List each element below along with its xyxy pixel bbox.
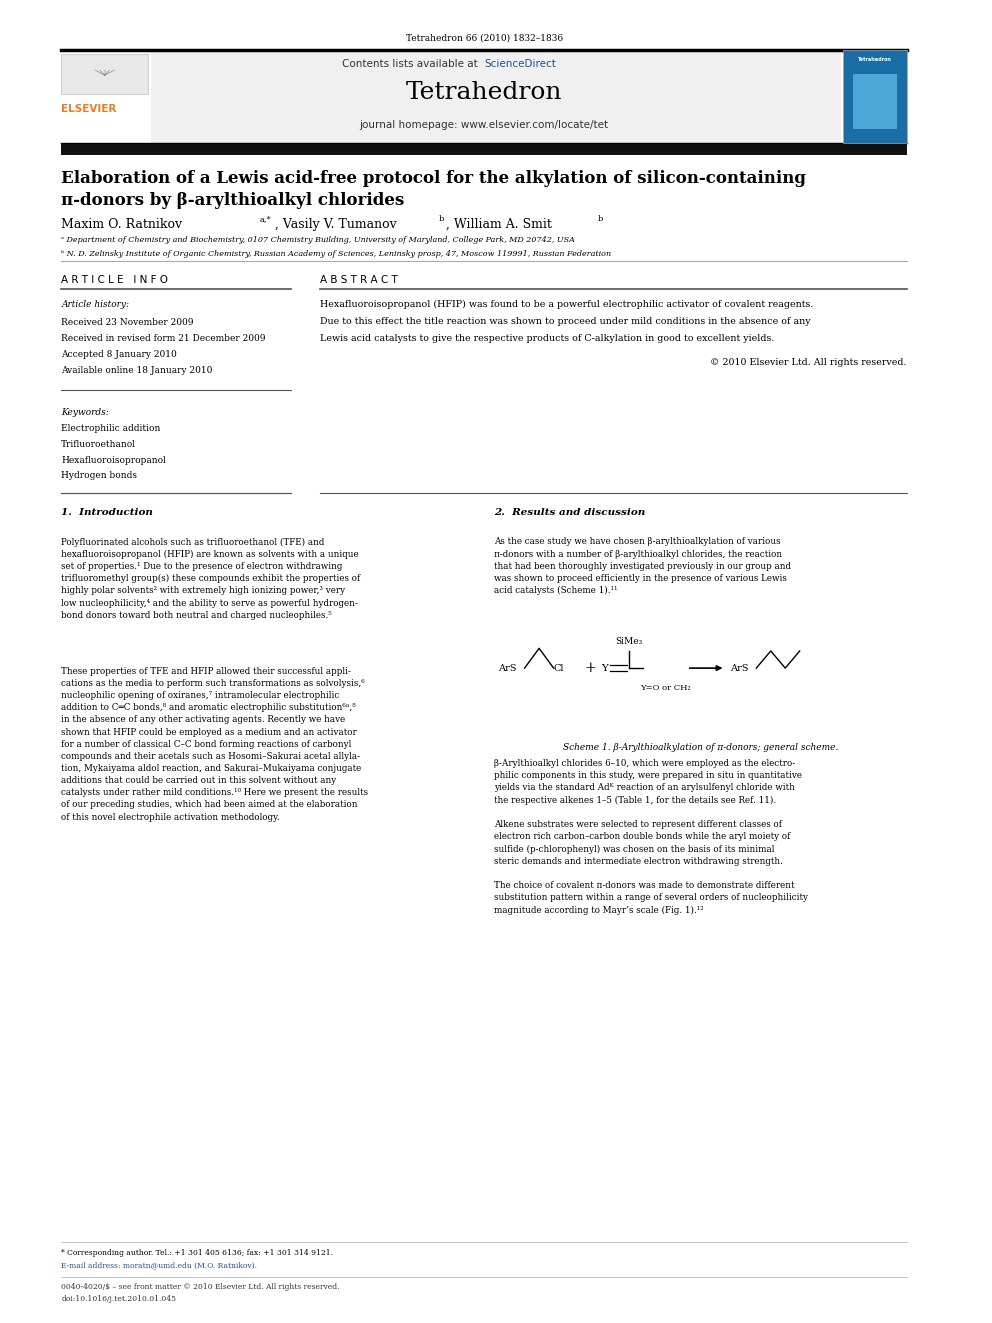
Bar [62, 144, 907, 155]
FancyBboxPatch shape [62, 54, 148, 94]
Text: Hydrogen bonds: Hydrogen bonds [62, 471, 137, 480]
Text: Y=O or CH₂: Y=O or CH₂ [641, 684, 691, 692]
Text: +: + [584, 662, 596, 675]
Text: doi:10.1016/j.tet.2010.01.045: doi:10.1016/j.tet.2010.01.045 [62, 1295, 177, 1303]
Text: Available online 18 January 2010: Available online 18 January 2010 [62, 365, 212, 374]
Text: ScienceDirect: ScienceDirect [484, 60, 556, 70]
Text: Due to this effect the title reaction was shown to proceed under mild conditions: Due to this effect the title reaction wa… [320, 318, 810, 325]
Text: Hexafluoroisopropanol (HFIP) was found to be a powerful electrophilic activator : Hexafluoroisopropanol (HFIP) was found t… [320, 300, 813, 308]
Text: Cl: Cl [554, 664, 564, 672]
FancyBboxPatch shape [853, 74, 897, 130]
Text: Keywords:: Keywords: [62, 407, 109, 417]
Text: Trifluoroethanol: Trifluoroethanol [62, 439, 136, 448]
Text: A R T I C L E   I N F O: A R T I C L E I N F O [62, 275, 169, 284]
Text: Polyfluorinated alcohols such as trifluoroethanol (TFE) and
hexafluoroisopropano: Polyfluorinated alcohols such as trifluo… [62, 537, 360, 619]
Text: Received in revised form 21 December 2009: Received in revised form 21 December 200… [62, 335, 266, 343]
Text: Y: Y [601, 664, 608, 672]
Text: a,*: a,* [260, 216, 272, 224]
Text: , William A. Smit: , William A. Smit [446, 218, 553, 232]
Text: Maxim O. Ratnikov: Maxim O. Ratnikov [62, 218, 183, 232]
Text: 1.  Introduction: 1. Introduction [62, 508, 153, 517]
Text: Tetrahedron 66 (2010) 1832–1836: Tetrahedron 66 (2010) 1832–1836 [406, 33, 562, 42]
Text: ᵃ Department of Chemistry and Biochemistry, 0107 Chemistry Building, University : ᵃ Department of Chemistry and Biochemist… [62, 237, 575, 245]
Text: Electrophilic addition: Electrophilic addition [62, 423, 161, 433]
Text: Received 23 November 2009: Received 23 November 2009 [62, 319, 193, 327]
Text: E-mail address: moratn@umd.edu (M.O. Ratnikov).: E-mail address: moratn@umd.edu (M.O. Rat… [62, 1261, 257, 1269]
Text: Article history:: Article history: [62, 300, 129, 308]
Text: * Corresponding author. Tel.: +1 301 405 6136; fax: +1 301 314 9121.: * Corresponding author. Tel.: +1 301 405… [62, 1249, 333, 1257]
Text: , Vasily V. Tumanov: , Vasily V. Tumanov [275, 218, 397, 232]
Text: b: b [598, 216, 603, 224]
Text: Tetrahedron: Tetrahedron [406, 81, 562, 103]
Text: Scheme 1. β-Arylthioalkylation of π-donors; general scheme.: Scheme 1. β-Arylthioalkylation of π-dono… [562, 744, 838, 753]
Text: Hexafluoroisopropanol: Hexafluoroisopropanol [62, 455, 166, 464]
Text: 0040-4020/$ – see front matter © 2010 Elsevier Ltd. All rights reserved.: 0040-4020/$ – see front matter © 2010 El… [62, 1283, 339, 1291]
Text: ArS: ArS [499, 664, 517, 672]
FancyBboxPatch shape [843, 50, 907, 143]
Text: As the case study we have chosen β-arylthioalkylation of various
π-donors with a: As the case study we have chosen β-arylt… [494, 537, 791, 595]
FancyBboxPatch shape [151, 50, 841, 143]
Text: journal homepage: www.elsevier.com/locate/tet: journal homepage: www.elsevier.com/locat… [359, 120, 609, 130]
Text: 2.  Results and discussion: 2. Results and discussion [494, 508, 645, 517]
Text: Lewis acid catalysts to give the respective products of C-alkylation in good to : Lewis acid catalysts to give the respect… [320, 335, 775, 343]
Text: Accepted 8 January 2010: Accepted 8 January 2010 [62, 349, 177, 359]
Text: π-donors by β-arylthioalkyl chlorides: π-donors by β-arylthioalkyl chlorides [62, 192, 405, 209]
Text: Contents lists available at: Contents lists available at [342, 60, 481, 70]
Text: © 2010 Elsevier Ltd. All rights reserved.: © 2010 Elsevier Ltd. All rights reserved… [710, 357, 907, 366]
Text: Tetrahedron: Tetrahedron [858, 57, 892, 62]
Text: A B S T R A C T: A B S T R A C T [320, 275, 398, 284]
Text: Elaboration of a Lewis acid-free protocol for the alkylation of silicon-containi: Elaboration of a Lewis acid-free protoco… [62, 171, 806, 188]
Text: b: b [438, 216, 444, 224]
Text: These properties of TFE and HFIP allowed their successful appli-
cations as the : These properties of TFE and HFIP allowed… [62, 667, 368, 822]
Text: ArS: ArS [730, 664, 749, 672]
Text: ᵇ N. D. Zelinsky Institute of Organic Chemistry, Russian Academy of Sciences, Le: ᵇ N. D. Zelinsky Institute of Organic Ch… [62, 250, 611, 258]
Text: β-Arylthioalkyl chlorides 6–10, which were employed as the electro-
philic compo: β-Arylthioalkyl chlorides 6–10, which we… [494, 759, 807, 914]
Text: ELSEVIER: ELSEVIER [62, 105, 117, 114]
Text: SiMe₃: SiMe₃ [615, 638, 643, 646]
